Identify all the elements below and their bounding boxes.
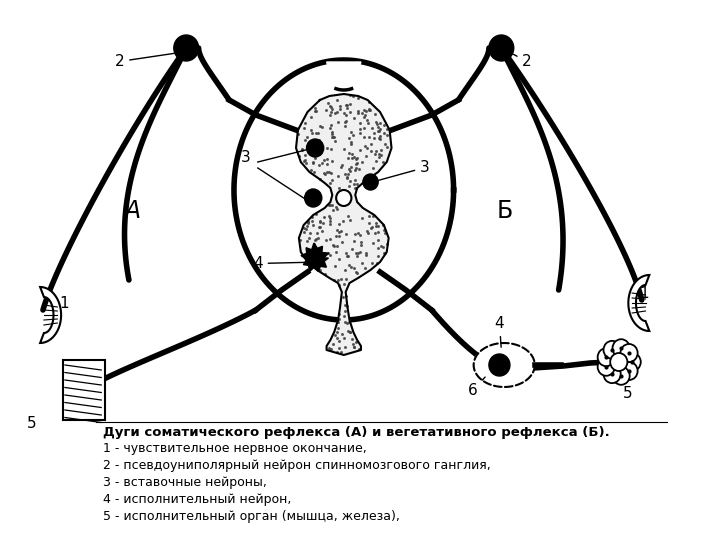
Text: 6: 6 bbox=[468, 377, 485, 398]
Polygon shape bbox=[296, 94, 392, 355]
Circle shape bbox=[603, 341, 621, 359]
Text: Б: Б bbox=[497, 199, 513, 223]
Circle shape bbox=[598, 348, 615, 366]
Circle shape bbox=[336, 190, 351, 206]
Text: 1: 1 bbox=[59, 296, 69, 311]
Text: А: А bbox=[124, 199, 140, 223]
Circle shape bbox=[489, 354, 510, 376]
Circle shape bbox=[621, 344, 638, 362]
Text: 4: 4 bbox=[253, 256, 317, 271]
Circle shape bbox=[613, 367, 630, 385]
Text: 2: 2 bbox=[513, 54, 532, 69]
Text: 2 - псевдоуниполярный нейрон спинномозгового ганглия,: 2 - псевдоуниполярный нейрон спинномозго… bbox=[103, 459, 491, 472]
Text: 1: 1 bbox=[640, 286, 649, 301]
Circle shape bbox=[307, 139, 324, 157]
Polygon shape bbox=[474, 343, 535, 387]
Circle shape bbox=[598, 358, 615, 376]
Bar bbox=[63, 360, 105, 420]
Text: 4: 4 bbox=[495, 316, 504, 347]
Circle shape bbox=[489, 35, 514, 61]
Circle shape bbox=[613, 339, 630, 357]
Polygon shape bbox=[40, 287, 61, 343]
Text: 5: 5 bbox=[623, 386, 632, 401]
Text: 2: 2 bbox=[114, 53, 174, 69]
Polygon shape bbox=[629, 275, 649, 331]
Circle shape bbox=[174, 35, 199, 61]
Circle shape bbox=[305, 189, 322, 207]
Text: 4 - исполнительный нейрон,: 4 - исполнительный нейрон, bbox=[103, 493, 292, 506]
Text: Дуги соматического рефлекса (А) и вегетативного рефлекса (Б).: Дуги соматического рефлекса (А) и вегета… bbox=[103, 426, 610, 439]
Text: 5: 5 bbox=[27, 416, 37, 431]
Text: 3: 3 bbox=[240, 150, 251, 165]
Circle shape bbox=[603, 365, 621, 383]
Text: 1 - чувствительное нервное окончание,: 1 - чувствительное нервное окончание, bbox=[103, 442, 367, 455]
Text: 5 - исполнительный орган (мышца, железа),: 5 - исполнительный орган (мышца, железа)… bbox=[103, 510, 400, 523]
Polygon shape bbox=[327, 62, 361, 90]
Text: 3: 3 bbox=[375, 160, 430, 181]
Text: 3 - вставочные нейроны,: 3 - вставочные нейроны, bbox=[103, 476, 267, 489]
Circle shape bbox=[624, 353, 641, 371]
Circle shape bbox=[611, 353, 627, 371]
Circle shape bbox=[621, 362, 638, 380]
Circle shape bbox=[363, 174, 378, 190]
Polygon shape bbox=[234, 60, 454, 320]
Polygon shape bbox=[301, 243, 328, 272]
